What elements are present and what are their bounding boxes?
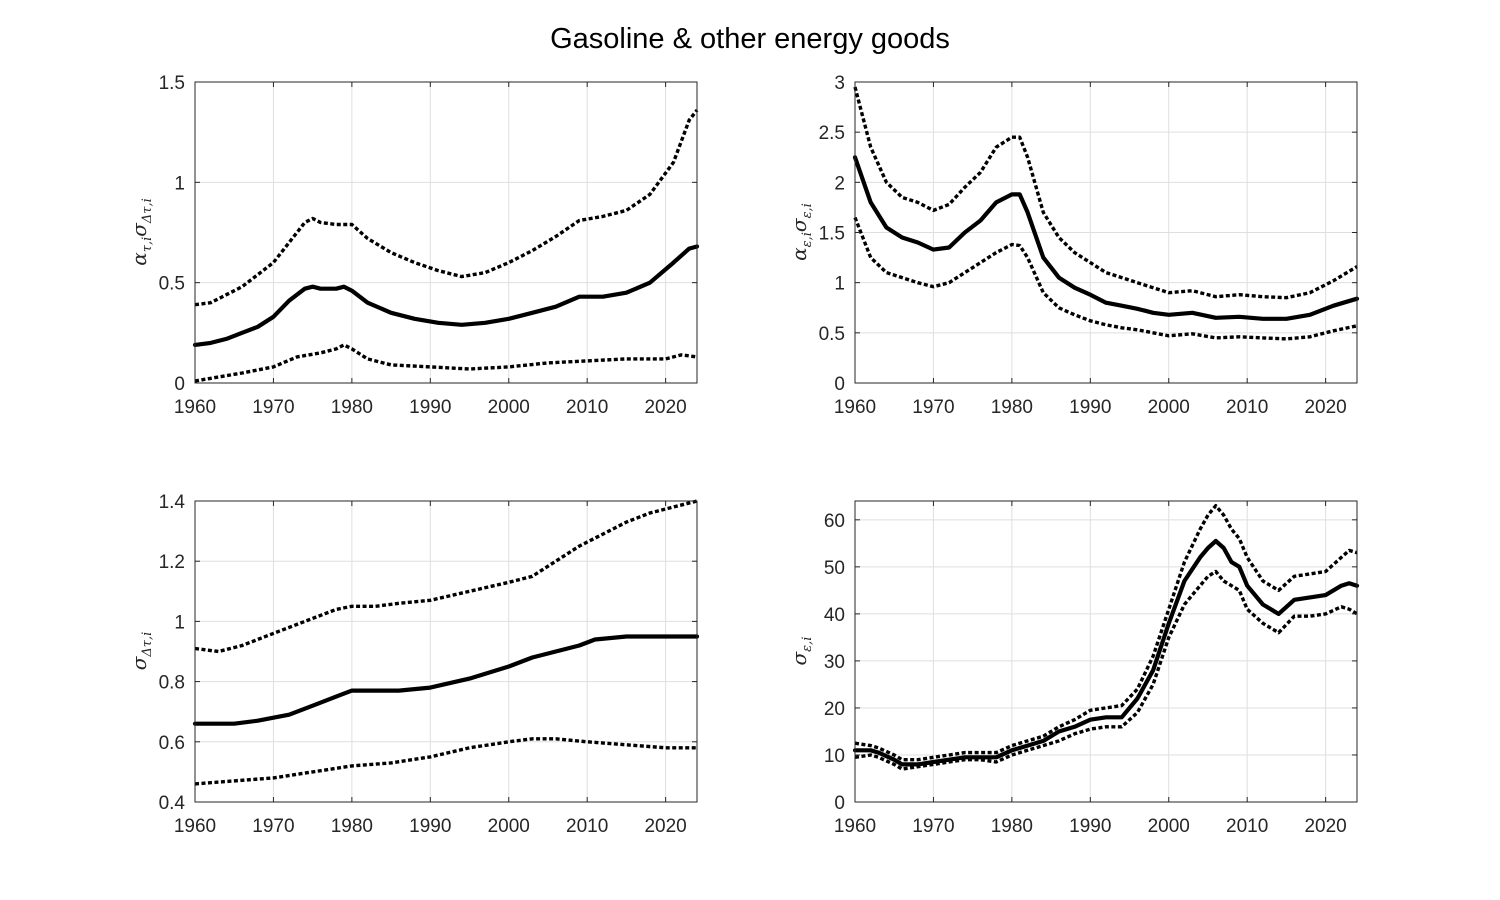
x-tick-label: 1960 [174,816,216,837]
y-tick-label: 1.5 [819,224,845,245]
y-tick-label: 50 [824,558,845,579]
x-tick-label: 1960 [834,816,876,837]
y-tick-label: 1 [834,274,845,295]
panel-top-right: αε,iσε,i 1960 1970 1980 1990 2000 2010 2020 0 0.… [787,73,1360,418]
x-tick-label: 1990 [1069,397,1111,418]
y-tick-label: 1.5 [159,73,185,94]
series-line-dotted [854,569,1358,771]
y-tick-label: 10 [824,746,845,767]
panel-top-left: ατ,iσΔτ,i 1960 1970 1980 1990 2000 2010 2020 0 0… [127,73,700,418]
series-line-solid [852,538,1360,767]
x-tick-label: 1990 [409,397,451,418]
plot-area [195,82,697,383]
series-line-dotted [853,86,1358,300]
panel-bottom-right: σε,i 1960 1970 1980 1990 2000 2010 2020 0 10 20 30… [787,500,1360,837]
y-tick-label: 1 [174,173,185,194]
axes-box [194,81,698,384]
x-tick-label: 1970 [912,397,954,418]
y-tick-label: 0.6 [159,733,185,754]
x-tick-label: 2010 [566,816,608,837]
x-tick-label: 1980 [331,397,373,418]
x-tick-label: 2020 [644,816,686,837]
y-tick-label: 0 [834,374,845,395]
x-tick-label: 2010 [1226,816,1268,837]
x-tick-label: 1990 [409,816,451,837]
y-tick-label: 0.4 [159,793,186,814]
axes-box [854,500,1358,803]
x-tick-label: 1980 [991,397,1033,418]
y-tick-label: 30 [824,652,845,673]
x-tick-label: 1980 [331,816,373,837]
y-tick-label: 1.4 [159,492,186,513]
x-tick-label: 1970 [912,816,954,837]
y-tick-label: 20 [824,699,845,720]
y-axis-label: σε,i [787,637,815,666]
y-tick-label: 0 [174,374,185,395]
x-tick-label: 1980 [991,816,1033,837]
y-tick-label: 0.5 [819,324,845,345]
y-tick-label: 0.5 [159,274,185,295]
y-tick-label: 2 [834,173,845,194]
y-tick-label: 40 [824,605,845,626]
y-axis-label: σΔτ,i [127,632,155,671]
x-tick-label: 2020 [644,397,686,418]
x-tick-label: 1960 [174,397,216,418]
series-line-dotted [194,737,697,786]
series-line-solid [852,155,1360,321]
axes-box [194,500,698,803]
series-line-solid [192,244,700,347]
plot-area [195,501,697,802]
x-tick-label: 1970 [252,397,294,418]
figure-title: Gasoline & other energy goods [550,23,950,55]
x-tick-label: 1970 [252,816,294,837]
x-tick-label: 2000 [1148,397,1190,418]
x-tick-label: 2010 [1226,397,1268,418]
y-tick-label: 0.8 [159,673,185,694]
panel-bottom-left: σΔτ,i 1960 1970 1980 1990 2000 2010 2020 0.4 0.6… [127,492,700,837]
y-axis-label: ατ,iσΔτ,i [127,198,155,266]
series-line-solid [192,634,700,726]
y-tick-label: 2.5 [819,123,845,144]
series-line-dotted [194,499,698,654]
plot-area [855,501,1357,802]
y-tick-label: 1.2 [159,552,185,573]
y-axis-label: αε,iσε,i [787,203,815,261]
x-tick-label: 1960 [834,397,876,418]
series-line-dotted [854,504,1358,762]
x-tick-label: 2010 [566,397,608,418]
y-tick-label: 0 [834,793,845,814]
series-line-dotted [853,216,1358,341]
x-tick-label: 2000 [488,397,530,418]
y-tick-label: 60 [824,511,845,532]
x-tick-label: 2000 [1148,816,1190,837]
series-line-dotted [194,109,699,307]
y-tick-label: 3 [834,73,845,94]
x-tick-label: 2020 [1304,397,1346,418]
x-tick-label: 2020 [1304,816,1346,837]
x-tick-label: 1990 [1069,816,1111,837]
y-tick-label: 1 [174,612,185,633]
x-tick-label: 2000 [488,816,530,837]
